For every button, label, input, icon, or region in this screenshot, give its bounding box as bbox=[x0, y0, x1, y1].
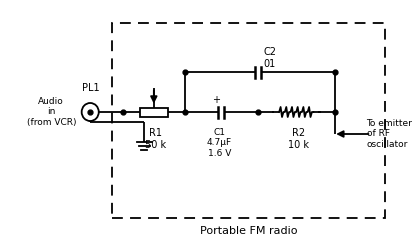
Text: +: + bbox=[212, 95, 221, 105]
Text: Portable FM radio: Portable FM radio bbox=[199, 226, 297, 236]
Text: C1
4.7μF
1.6 V: C1 4.7μF 1.6 V bbox=[207, 128, 232, 158]
Text: C2
01: C2 01 bbox=[263, 48, 276, 69]
Text: R1
50 k: R1 50 k bbox=[145, 128, 166, 150]
Text: Audio
in
(from VCR): Audio in (from VCR) bbox=[26, 97, 76, 127]
Text: To emitter
of RF
oscillator: To emitter of RF oscillator bbox=[367, 119, 413, 149]
Bar bbox=[140, 108, 168, 116]
Text: R2
10 k: R2 10 k bbox=[288, 128, 308, 150]
Bar bbox=[112, 23, 385, 218]
Text: PL1: PL1 bbox=[82, 83, 100, 93]
Circle shape bbox=[82, 103, 99, 121]
